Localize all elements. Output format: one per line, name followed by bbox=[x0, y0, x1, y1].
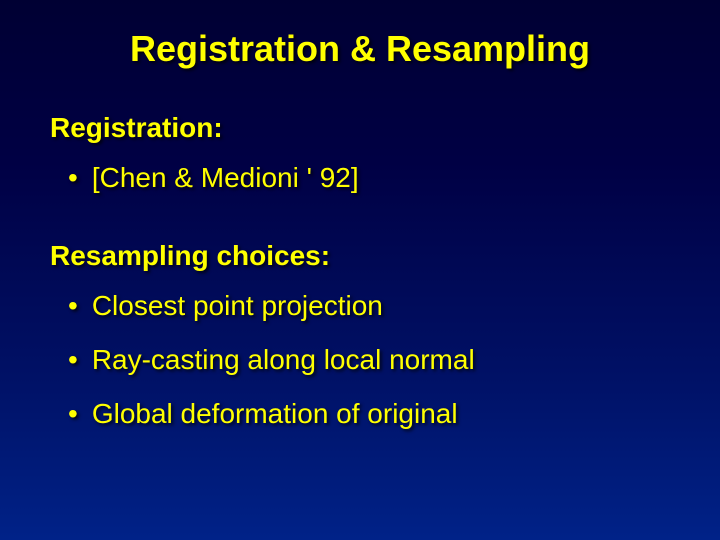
slide-container: Registration & Resampling Registration: … bbox=[0, 0, 720, 540]
bullet-text: Ray-casting along local normal bbox=[92, 344, 670, 376]
bullet-dot-icon: • bbox=[68, 290, 78, 322]
bullet-dot-icon: • bbox=[68, 162, 78, 194]
bullet-text: Closest point projection bbox=[92, 290, 670, 322]
slide-title: Registration & Resampling bbox=[90, 28, 630, 70]
bullet-dot-icon: • bbox=[68, 344, 78, 376]
section-heading-resampling: Resampling choices: bbox=[50, 240, 670, 272]
bullet-text: Global deformation of original bbox=[92, 398, 670, 430]
bullet-item: • Ray-casting along local normal bbox=[68, 344, 670, 376]
bullet-item: • [Chen & Medioni ' 92] bbox=[68, 162, 670, 194]
bullet-item: • Closest point projection bbox=[68, 290, 670, 322]
bullet-dot-icon: • bbox=[68, 398, 78, 430]
bullet-text: [Chen & Medioni ' 92] bbox=[92, 162, 670, 194]
section-heading-registration: Registration: bbox=[50, 112, 670, 144]
bullet-item: • Global deformation of original bbox=[68, 398, 670, 430]
